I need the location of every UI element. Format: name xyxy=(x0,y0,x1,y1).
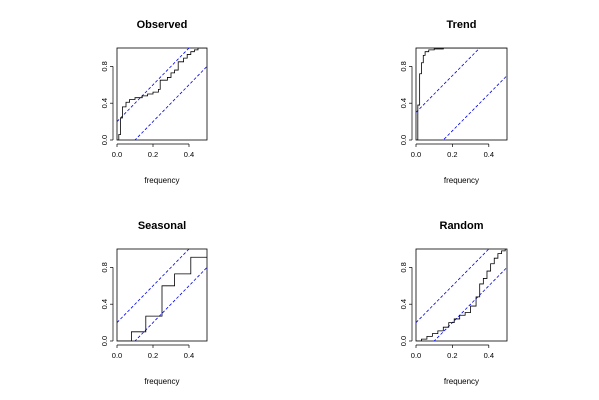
x-tick-label: 0.2 xyxy=(447,351,457,360)
x-tick-label: 0.0 xyxy=(112,150,122,159)
upper-band-line xyxy=(117,249,190,323)
x-tick-label: 0.0 xyxy=(411,150,421,159)
panel-trend: Trend 0.0 0.2 0.4 0.0 0.4 0.8 frequency xyxy=(399,19,508,185)
y-tick-label: 0.4 xyxy=(100,98,109,108)
plot-frame xyxy=(116,47,208,141)
y-tick-label: 0.8 xyxy=(399,61,408,71)
x-tick-label: 0.2 xyxy=(148,351,158,360)
cumulative-periodogram-line xyxy=(416,249,507,341)
cumulative-periodogram-line xyxy=(117,48,207,140)
x-axis-label: frequency xyxy=(444,176,479,185)
plot-frame xyxy=(415,47,508,141)
lower-band-line xyxy=(134,66,207,140)
y-tick-label: 0.4 xyxy=(100,299,109,309)
upper-band-line xyxy=(416,249,490,323)
y-tick-label: 0.8 xyxy=(399,262,408,272)
x-tick-label: 0.4 xyxy=(184,351,194,360)
x-tick-label: 0.4 xyxy=(484,150,494,159)
cumulative-periodogram-line xyxy=(416,48,507,140)
chart-title: Observed xyxy=(137,19,188,31)
x-axis-label: frequency xyxy=(144,377,179,386)
x-tick-label: 0.4 xyxy=(184,150,194,159)
chart-title: Seasonal xyxy=(138,220,186,232)
y-tick-label: 0.0 xyxy=(399,135,408,145)
plot-area xyxy=(117,249,207,341)
plot-frame xyxy=(116,248,208,342)
chart-title: Random xyxy=(440,220,484,232)
y-tick-label: 0.0 xyxy=(100,336,109,346)
panel-seasonal: Seasonal 0.0 0.2 0.4 0.0 0.4 0.8 frequency xyxy=(100,220,208,386)
x-tick-label: 0.2 xyxy=(447,150,457,159)
x-tick-label: 0.2 xyxy=(148,150,158,159)
y-tick-label: 0.0 xyxy=(399,336,408,346)
x-tick-label: 0.0 xyxy=(411,351,421,360)
plot-area xyxy=(416,249,507,341)
lower-band-line xyxy=(442,75,507,140)
y-tick-label: 0.4 xyxy=(399,299,408,309)
y-tick-label: 0.4 xyxy=(399,98,408,108)
x-tick-label: 0.0 xyxy=(112,351,122,360)
x-tick-label: 0.4 xyxy=(484,351,494,360)
cumulative-periodogram-line xyxy=(117,256,207,341)
y-tick-label: 0.8 xyxy=(100,262,109,272)
upper-band-line xyxy=(117,48,190,122)
upper-band-line xyxy=(416,48,481,113)
panel-observed: Observed 0.0 0.2 0.4 0.0 0.4 0.8 frequency xyxy=(100,19,208,185)
plot-area xyxy=(117,48,207,140)
y-tick-label: 0.0 xyxy=(100,135,109,145)
y-tick-label: 0.8 xyxy=(100,61,109,71)
chart-title: Trend xyxy=(447,19,477,31)
plot-area xyxy=(416,48,507,140)
x-axis-label: frequency xyxy=(144,176,179,185)
x-axis-label: frequency xyxy=(444,377,479,386)
plot-frame xyxy=(415,248,508,342)
lower-band-line xyxy=(433,267,507,341)
panel-random: Random 0.0 0.2 0.4 0.0 0.4 0.8 frequency xyxy=(399,220,508,386)
lower-band-line xyxy=(134,267,207,341)
